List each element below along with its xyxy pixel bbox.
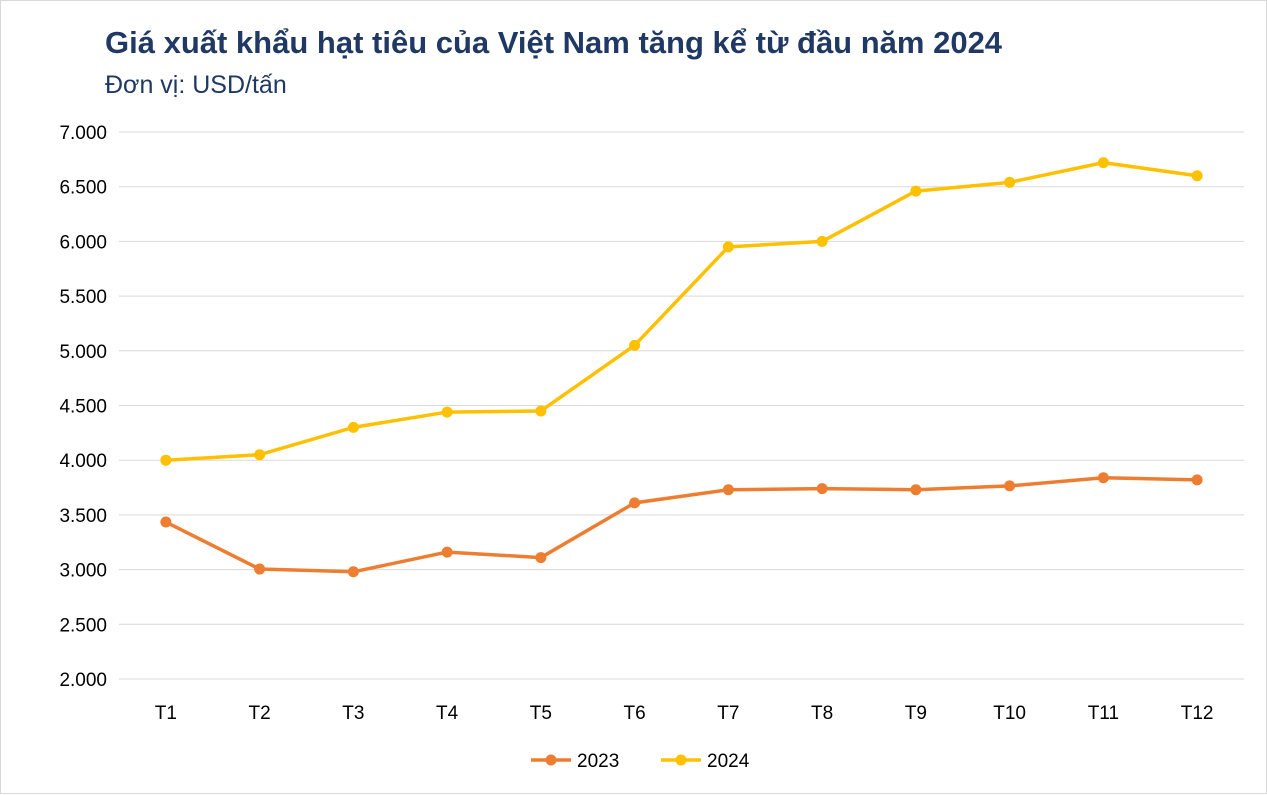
chart-subtitle: Đơn vị: USD/tấn <box>105 71 287 99</box>
y-tick-label: 6.500 <box>59 178 107 199</box>
data-point-2024 <box>910 185 922 197</box>
y-tick-label: 5.000 <box>59 342 107 363</box>
data-point-2024 <box>441 406 453 418</box>
data-point-2024 <box>535 405 547 417</box>
x-tick-label: T12 <box>1181 703 1214 724</box>
data-point-2024 <box>1097 157 1109 169</box>
data-point-2024 <box>347 421 359 433</box>
y-tick-label: 5.500 <box>59 287 107 308</box>
data-point-2024 <box>816 235 828 247</box>
data-point-2024 <box>629 339 641 351</box>
data-point-2024 <box>160 454 172 466</box>
x-tick-label: T4 <box>436 703 459 724</box>
data-point-2023 <box>722 484 734 496</box>
x-tick-label: T7 <box>717 703 739 724</box>
data-point-2023 <box>629 497 641 509</box>
data-point-2024 <box>1191 170 1203 182</box>
data-point-2023 <box>910 484 922 496</box>
x-tick-label: T10 <box>993 703 1026 724</box>
y-tick-label: 6.000 <box>59 232 107 253</box>
data-point-2023 <box>441 546 453 558</box>
x-tick-label: T9 <box>905 703 927 724</box>
y-tick-label: 3.500 <box>59 506 107 527</box>
data-point-2024 <box>1004 176 1016 188</box>
x-tick-label: T8 <box>811 703 833 724</box>
x-tick-label: T5 <box>530 703 552 724</box>
y-tick-label: 2.000 <box>59 670 107 691</box>
x-tick-label: T2 <box>249 703 271 724</box>
y-tick-label: 3.000 <box>59 561 107 582</box>
x-tick-label: T11 <box>1088 703 1119 724</box>
data-point-2024 <box>722 241 734 253</box>
legend-marker-2023 <box>545 754 557 766</box>
y-tick-label: 4.000 <box>59 451 107 472</box>
legend-marker-2024 <box>675 754 687 766</box>
y-tick-label: 4.500 <box>59 397 107 418</box>
legend-label: 2024 <box>707 751 750 772</box>
data-point-2023 <box>535 552 547 564</box>
data-point-2023 <box>347 566 359 578</box>
data-point-2023 <box>1004 480 1016 492</box>
series-line-2023 <box>165 475 1198 574</box>
legend-label: 2023 <box>577 751 619 772</box>
data-point-2023 <box>254 563 266 575</box>
data-point-2023 <box>1191 474 1203 486</box>
x-tick-label: T6 <box>624 703 646 724</box>
chart-title: Giá xuất khẩu hạt tiêu của Việt Nam tăng… <box>105 25 1003 60</box>
data-point-2024 <box>254 449 266 461</box>
series-line-2024 <box>165 160 1198 462</box>
data-point-2023 <box>160 516 172 528</box>
y-tick-label: 7.000 <box>59 123 107 144</box>
x-tick-label: T1 <box>155 703 177 724</box>
x-tick-label: T3 <box>342 703 364 724</box>
data-point-2023 <box>1097 472 1109 484</box>
y-tick-label: 2.500 <box>59 615 107 636</box>
data-point-2023 <box>816 483 828 495</box>
